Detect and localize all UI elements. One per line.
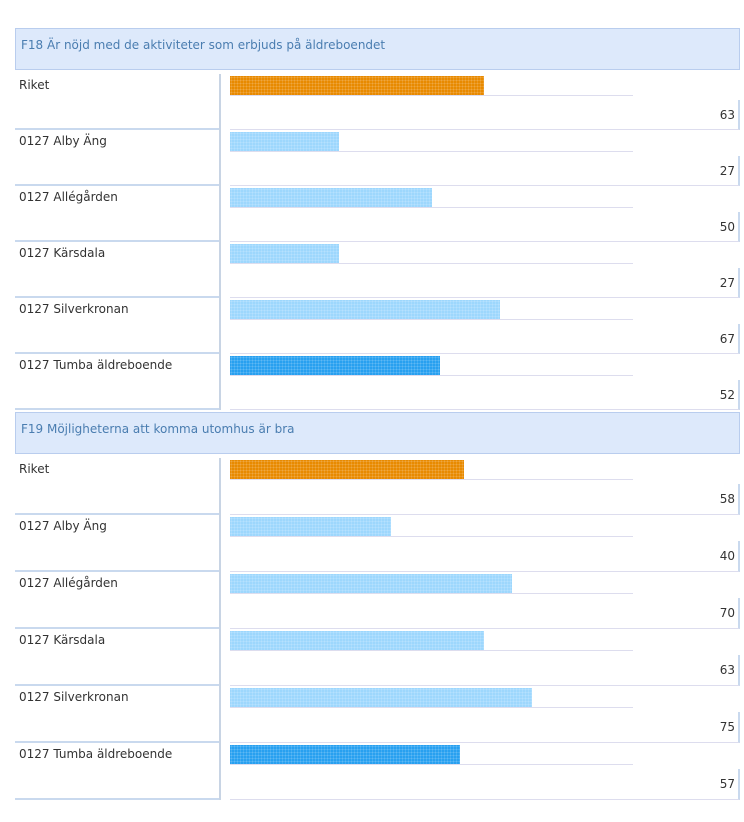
bar-track-line — [230, 650, 633, 651]
row-label: Riket — [15, 458, 219, 515]
row-label: 0127 Tumba äldreboende — [15, 743, 219, 800]
bar — [230, 356, 440, 375]
chart-title: F19 Möjligheterna att komma utomhus är b… — [15, 412, 740, 454]
column-divider — [219, 74, 221, 410]
row-label: 0127 Allégården — [15, 572, 219, 629]
row-label: 0127 Kärsdala — [15, 629, 219, 686]
bar-track-line — [230, 375, 633, 376]
bar — [230, 300, 500, 319]
row-label: 0127 Kärsdala — [15, 242, 219, 298]
bar — [230, 76, 484, 95]
bar — [230, 188, 432, 207]
bar-track-line — [230, 207, 633, 208]
bar-track-line — [230, 479, 633, 480]
value-label: 52 — [230, 380, 740, 410]
value-label: 63 — [230, 100, 740, 130]
bar — [230, 132, 339, 151]
bar — [230, 517, 392, 536]
bar — [230, 688, 533, 707]
row-label: 0127 Silverkronan — [15, 686, 219, 743]
bar — [230, 244, 339, 263]
bar-track-line — [230, 764, 633, 765]
value-label: 63 — [230, 655, 740, 686]
bar — [230, 574, 513, 593]
bar — [230, 460, 464, 479]
row-label: 0127 Silverkronan — [15, 298, 219, 354]
bar-track-line — [230, 593, 633, 594]
bar — [230, 745, 460, 764]
bar-track-line — [230, 151, 633, 152]
row-label: 0127 Alby Äng — [15, 515, 219, 572]
row-label: Riket — [15, 74, 219, 130]
bar — [230, 631, 484, 650]
value-label: 75 — [230, 712, 740, 743]
bar-track-line — [230, 707, 633, 708]
value-label: 70 — [230, 598, 740, 629]
row-label: 0127 Allégården — [15, 186, 219, 242]
value-label: 50 — [230, 212, 740, 242]
row-label: 0127 Tumba äldreboende — [15, 354, 219, 410]
bar-track-line — [230, 319, 633, 320]
value-label: 40 — [230, 541, 740, 572]
value-label: 67 — [230, 324, 740, 354]
bar-track-line — [230, 263, 633, 264]
value-label: 27 — [230, 268, 740, 298]
column-divider — [219, 458, 221, 800]
bar-track-line — [230, 95, 633, 96]
row-label: 0127 Alby Äng — [15, 130, 219, 186]
bar-track-line — [230, 536, 633, 537]
value-label: 58 — [230, 484, 740, 515]
value-label: 27 — [230, 156, 740, 186]
chart-title: F18 Är nöjd med de aktiviteter som erbju… — [15, 28, 740, 70]
value-label: 57 — [230, 769, 740, 800]
